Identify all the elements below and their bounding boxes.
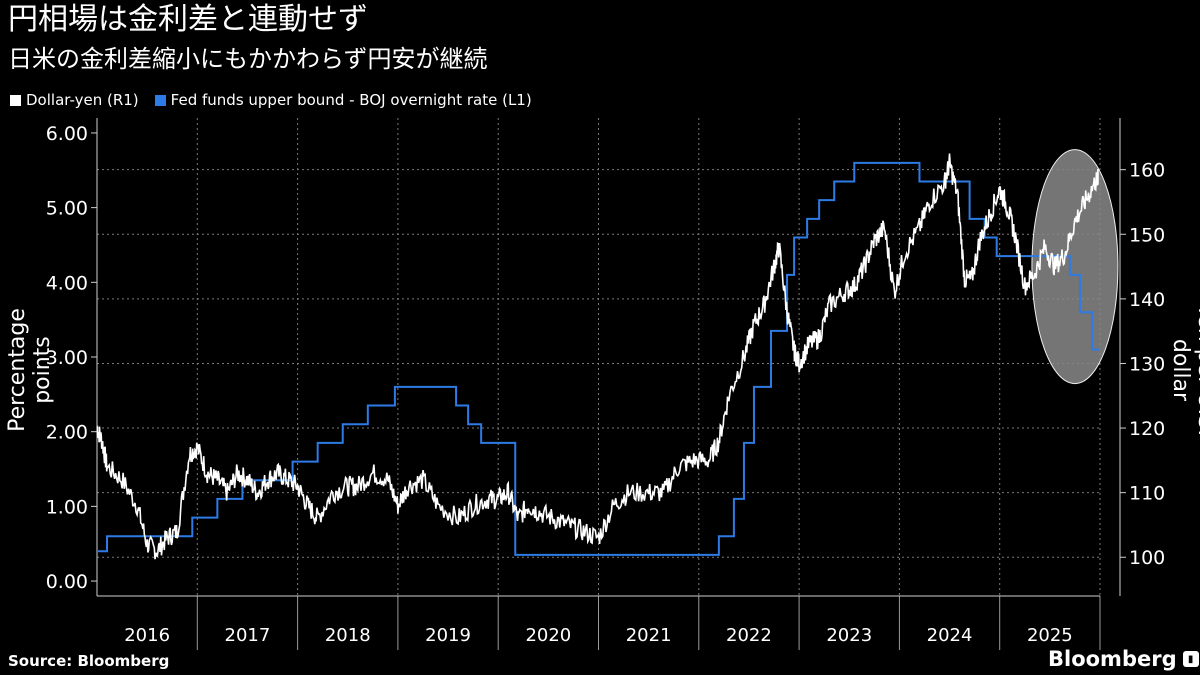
x-tick-label: 2023 <box>826 625 872 646</box>
source-note: Source: Bloomberg <box>8 652 170 670</box>
left-tick-label: 0.00 <box>46 571 88 593</box>
right-tick-label: 130 <box>1129 353 1165 375</box>
fed-boj-line <box>97 161 1100 556</box>
left-tick-label: 6.00 <box>46 123 88 145</box>
chart-title: 円相場は金利差と連動せず <box>8 2 368 37</box>
left-tick-label: 4.00 <box>46 272 88 294</box>
legend-swatch-dollar-yen <box>10 94 21 106</box>
brand-name: Bloomberg <box>1048 647 1177 671</box>
x-tick-label: 2016 <box>124 625 170 646</box>
highlight-ellipse <box>1031 149 1119 385</box>
right-tick-label: 140 <box>1129 289 1165 311</box>
right-tick-label: 110 <box>1129 483 1165 505</box>
right-tick-label: 120 <box>1129 418 1165 440</box>
right-tick-label: 100 <box>1129 547 1165 569</box>
left-tick-label: 1.00 <box>46 496 88 518</box>
left-tick-label: 3.00 <box>46 347 88 369</box>
legend-label-fed-boj: Fed funds upper bound - BOJ overnight ra… <box>170 91 532 109</box>
right-tick-label: 150 <box>1129 224 1165 246</box>
legend-item-fed-boj: Fed funds upper bound - BOJ overnight ra… <box>154 91 532 109</box>
left-tick-label: 5.00 <box>46 198 88 220</box>
x-tick-label: 2018 <box>325 625 371 646</box>
legend: Dollar-yen (R1) Fed funds upper bound - … <box>10 91 532 109</box>
x-tick-label: 2019 <box>425 625 471 646</box>
x-tick-label: 2025 <box>1027 625 1073 646</box>
x-tick-label: 2020 <box>525 625 571 646</box>
x-tick-label: 2021 <box>626 625 672 646</box>
brand-logo: Bloomberg ▮ <box>1048 647 1199 671</box>
right-tick-label: 160 <box>1129 160 1165 182</box>
x-tick-label: 2017 <box>225 625 271 646</box>
x-tick-label: 2024 <box>927 625 973 646</box>
legend-swatch-fed-boj <box>154 94 166 106</box>
legend-item-dollar-yen: Dollar-yen (R1) <box>10 91 139 109</box>
chart-icon: ▮ <box>1182 651 1199 667</box>
left-tick-label: 2.00 <box>46 422 88 444</box>
legend-label-dollar-yen: Dollar-yen (R1) <box>26 91 139 109</box>
chart-subtitle: 日米の金利差縮小にもかかわらず円安が継続 <box>8 45 488 73</box>
x-tick-label: 2022 <box>726 625 772 646</box>
dollar-yen-line <box>96 153 1099 560</box>
